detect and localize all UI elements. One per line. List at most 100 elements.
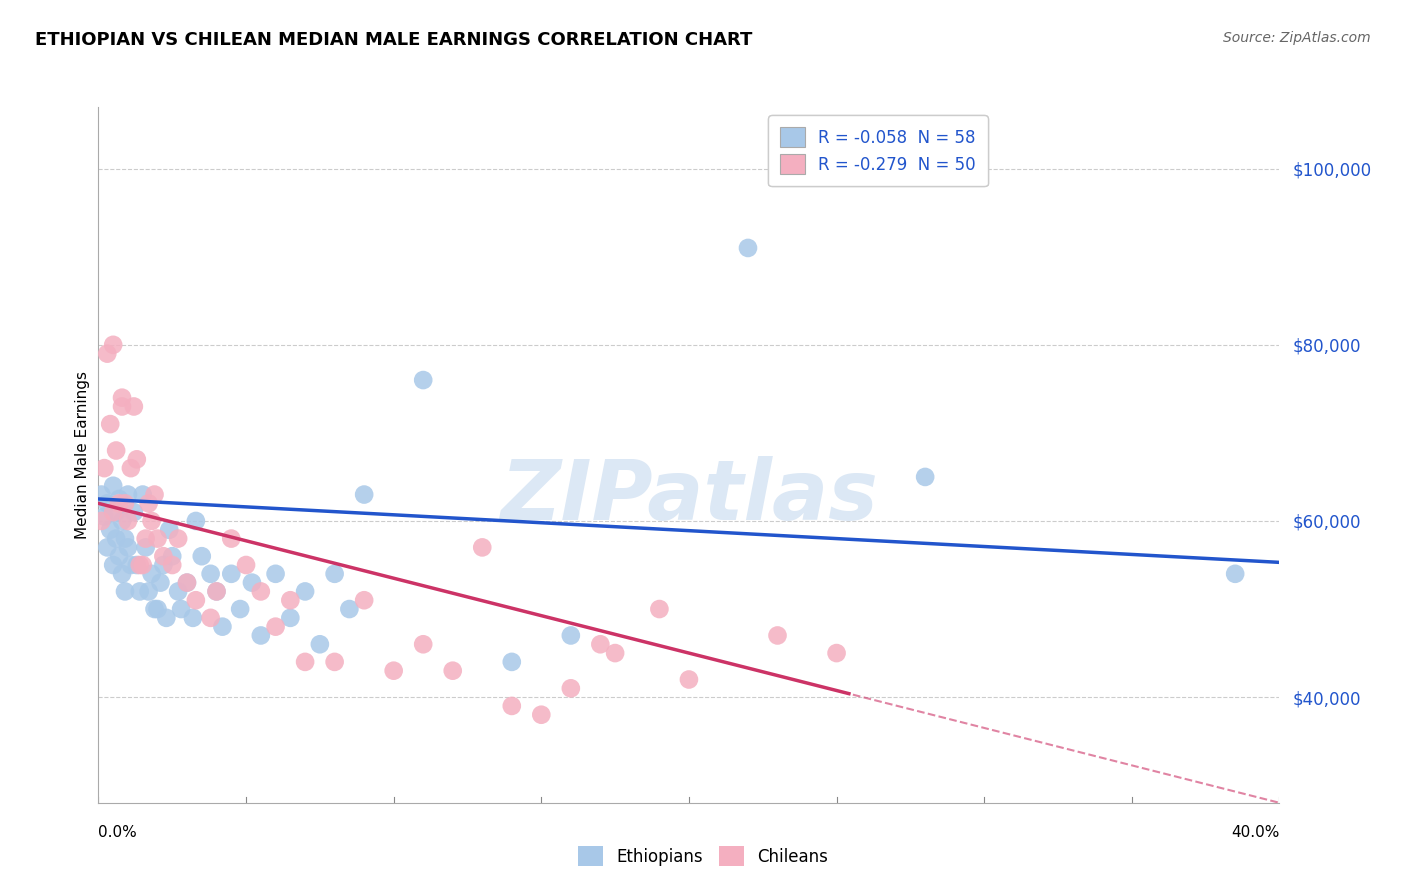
- Point: [111, 514, 134, 528]
- Point: [146, 532, 169, 546]
- Point: [143, 487, 166, 501]
- Point: [1223, 566, 1246, 581]
- Point: [560, 628, 582, 642]
- Point: [191, 549, 214, 564]
- Point: [141, 566, 163, 581]
- Point: [309, 637, 332, 651]
- Point: [170, 602, 193, 616]
- Point: [108, 491, 131, 506]
- Point: [117, 541, 139, 555]
- Point: [914, 470, 936, 484]
- Point: [125, 452, 148, 467]
- Point: [264, 566, 287, 581]
- Point: [103, 505, 125, 519]
- Point: [205, 584, 228, 599]
- Point: [135, 541, 157, 555]
- Point: [157, 523, 180, 537]
- Point: [219, 566, 242, 581]
- Point: [162, 549, 183, 564]
- Y-axis label: Median Male Earnings: Median Male Earnings: [75, 371, 90, 539]
- Point: [176, 575, 198, 590]
- Text: ZIPatlas: ZIPatlas: [501, 456, 877, 537]
- Point: [648, 602, 671, 616]
- Point: [108, 549, 131, 564]
- Point: [103, 479, 125, 493]
- Point: [235, 558, 257, 572]
- Point: [501, 698, 523, 713]
- Point: [96, 541, 118, 555]
- Point: [353, 593, 375, 607]
- Point: [155, 611, 177, 625]
- Point: [589, 637, 612, 651]
- Point: [96, 346, 118, 360]
- Point: [184, 514, 207, 528]
- Point: [111, 566, 134, 581]
- Point: [200, 566, 222, 581]
- Text: Source: ZipAtlas.com: Source: ZipAtlas.com: [1223, 31, 1371, 45]
- Legend: R = -0.058  N = 58, R = -0.279  N = 50: R = -0.058 N = 58, R = -0.279 N = 50: [769, 115, 987, 186]
- Point: [605, 646, 627, 660]
- Point: [219, 532, 242, 546]
- Point: [737, 241, 759, 255]
- Point: [294, 655, 316, 669]
- Point: [141, 514, 163, 528]
- Point: [412, 637, 434, 651]
- Point: [412, 373, 434, 387]
- Point: [323, 655, 346, 669]
- Point: [128, 584, 150, 599]
- Point: [294, 584, 316, 599]
- Point: [530, 707, 553, 722]
- Point: [766, 628, 789, 642]
- Point: [122, 400, 145, 414]
- Point: [105, 443, 128, 458]
- Point: [120, 558, 142, 572]
- Point: [149, 575, 172, 590]
- Point: [105, 532, 128, 546]
- Point: [167, 584, 190, 599]
- Point: [111, 391, 134, 405]
- Point: [339, 602, 360, 616]
- Point: [138, 584, 160, 599]
- Point: [114, 532, 136, 546]
- Point: [184, 593, 207, 607]
- Point: [125, 558, 148, 572]
- Point: [181, 611, 204, 625]
- Point: [114, 496, 136, 510]
- Point: [105, 505, 128, 519]
- Point: [441, 664, 464, 678]
- Point: [678, 673, 700, 687]
- Point: [128, 558, 150, 572]
- Point: [211, 620, 233, 634]
- Legend: Ethiopians, Chileans: Ethiopians, Chileans: [571, 839, 835, 873]
- Point: [122, 505, 145, 519]
- Point: [205, 584, 228, 599]
- Point: [117, 487, 139, 501]
- Point: [90, 514, 112, 528]
- Text: ETHIOPIAN VS CHILEAN MEDIAN MALE EARNINGS CORRELATION CHART: ETHIOPIAN VS CHILEAN MEDIAN MALE EARNING…: [35, 31, 752, 49]
- Point: [93, 509, 115, 524]
- Point: [560, 681, 582, 696]
- Point: [250, 584, 273, 599]
- Point: [264, 620, 287, 634]
- Point: [93, 461, 115, 475]
- Point: [135, 532, 157, 546]
- Point: [132, 487, 155, 501]
- Point: [152, 549, 174, 564]
- Point: [825, 646, 848, 660]
- Text: 40.0%: 40.0%: [1232, 825, 1279, 840]
- Point: [114, 584, 136, 599]
- Point: [146, 602, 169, 616]
- Point: [501, 655, 523, 669]
- Point: [250, 628, 273, 642]
- Point: [103, 558, 125, 572]
- Point: [98, 523, 121, 537]
- Point: [353, 487, 375, 501]
- Point: [138, 496, 160, 510]
- Point: [111, 400, 134, 414]
- Point: [162, 558, 183, 572]
- Point: [132, 558, 155, 572]
- Point: [98, 417, 121, 431]
- Point: [167, 532, 190, 546]
- Point: [471, 541, 494, 555]
- Point: [108, 496, 131, 510]
